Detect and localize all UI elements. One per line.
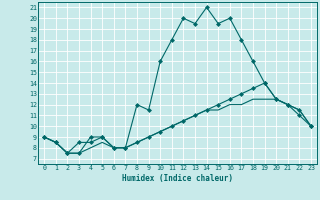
X-axis label: Humidex (Indice chaleur): Humidex (Indice chaleur): [122, 174, 233, 183]
